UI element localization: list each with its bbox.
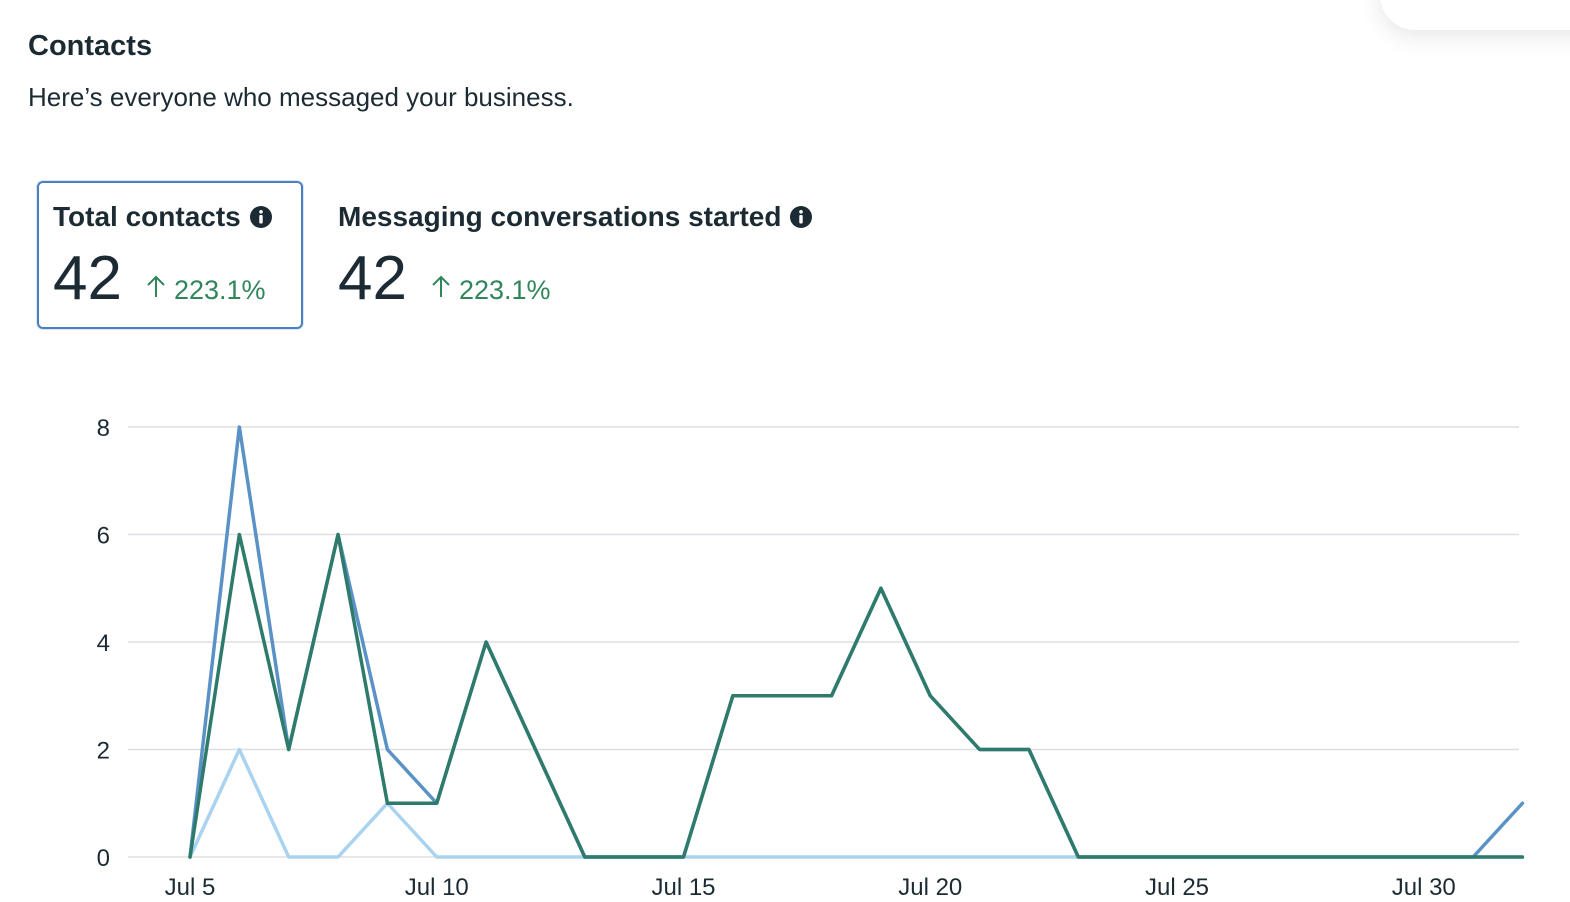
series-layer [188, 425, 1525, 859]
metric-change-value: 223.1% [173, 275, 266, 305]
chart-svg: 0 2 4 6 8 Jul 5 Jul 10 Jul 15 Jul 20 Jul 25 Jul 3… [97, 415, 1525, 901]
series-line-1 [188, 532, 1525, 859]
metric-header: Total contacts [53, 201, 273, 233]
metric-value: 42 [53, 244, 122, 313]
y-tick-label: 2 [97, 738, 110, 765]
x-tick-label: Jul 20 [898, 874, 962, 901]
info-icon[interactable] [249, 205, 273, 229]
metric-label: Messaging conversations started [338, 201, 782, 232]
up-arrow-icon [431, 275, 451, 306]
x-tick-label: Jul 30 [1392, 874, 1456, 901]
y-tick-label: 0 [97, 845, 110, 872]
metric-change: 223.1% [431, 275, 551, 306]
metric-value: 42 [338, 244, 407, 313]
metric-card-total-contacts[interactable]: Total contacts 42 223.1% [37, 181, 303, 329]
page-subtitle: Here’s everyone who messaged your busine… [28, 82, 574, 112]
metric-value-row: 42 223.1% [338, 244, 551, 313]
y-tick-label: 4 [97, 630, 110, 657]
panel-corner-shadow [1380, 0, 1570, 30]
metric-header: Messaging conversations started [338, 201, 813, 233]
page-title: Contacts [28, 30, 153, 62]
x-tick-label: Jul 10 [405, 874, 469, 901]
grid-layer [128, 426, 1519, 858]
y-tick-label: 6 [97, 523, 110, 550]
metric-change-value: 223.1% [458, 275, 551, 305]
x-tick-label: Jul 5 [165, 874, 216, 901]
info-icon[interactable] [789, 205, 813, 229]
metric-change: 223.1% [146, 275, 266, 306]
metric-card-conversations-started[interactable]: Messaging conversations started 42 223.1… [322, 181, 862, 329]
contacts-line-chart: 0 2 4 6 8 Jul 5 Jul 10 Jul 15 Jul 20 Jul 25 Jul 3… [0, 380, 1570, 902]
y-axis-labels: 0 2 4 6 8 [97, 415, 110, 872]
metric-value-row: 42 223.1% [53, 244, 266, 313]
x-tick-label: Jul 25 [1145, 874, 1209, 901]
metric-label: Total contacts [53, 201, 241, 232]
x-axis-labels: Jul 5 Jul 10 Jul 15 Jul 20 Jul 25 Jul 30 [165, 874, 1456, 901]
up-arrow-icon [146, 275, 166, 306]
x-tick-label: Jul 15 [651, 874, 715, 901]
y-tick-label: 8 [97, 415, 110, 442]
